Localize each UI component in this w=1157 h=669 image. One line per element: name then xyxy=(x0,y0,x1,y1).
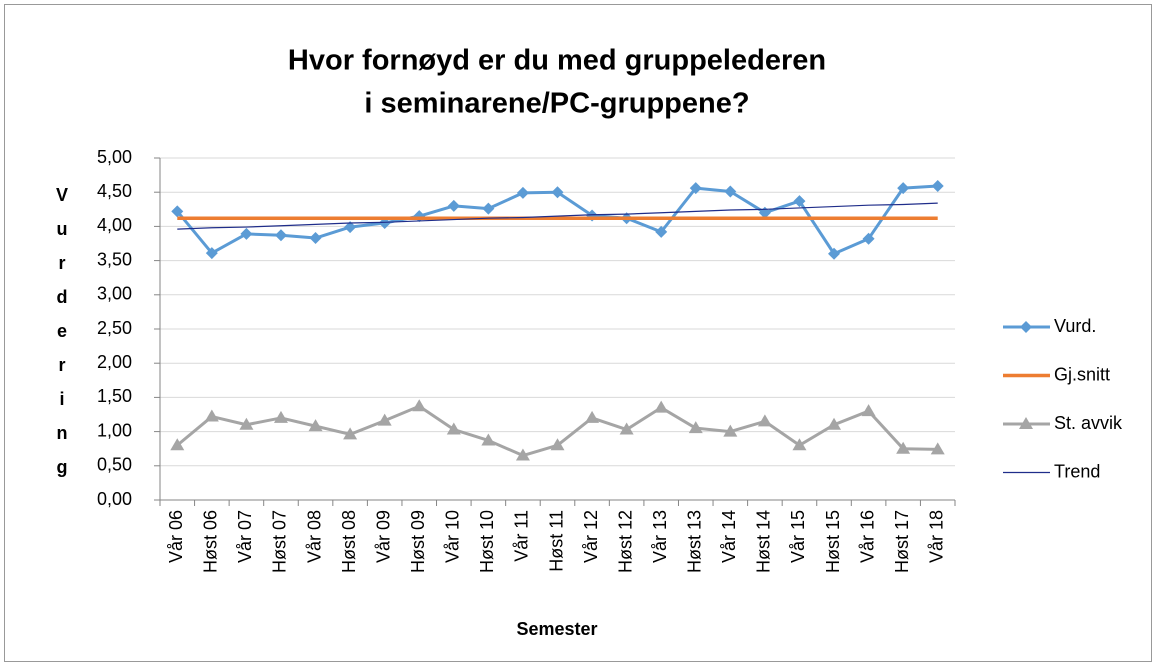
marker xyxy=(861,404,876,417)
x-tick-label: Høst 15 xyxy=(823,510,843,573)
chart-title: i seminarene/PC-gruppene? xyxy=(364,88,749,120)
marker xyxy=(862,232,875,245)
x-tick-label: Vår 09 xyxy=(373,510,393,563)
x-tick-label: Vår 10 xyxy=(443,510,463,563)
marker xyxy=(412,399,427,412)
marker xyxy=(585,410,600,423)
legend-label: St. avvik xyxy=(1054,413,1123,433)
x-tick-label: Vår 13 xyxy=(650,510,670,563)
y-tick-label: 0,50 xyxy=(97,455,132,475)
marker xyxy=(654,400,669,413)
x-tick-label: Vår 12 xyxy=(581,510,601,563)
x-tick-label: Høst 11 xyxy=(546,510,566,572)
chart-border xyxy=(4,4,1152,662)
marker xyxy=(792,438,807,451)
chart-title: Hvor fornøyd er du med gruppelederen xyxy=(288,45,826,77)
marker xyxy=(827,417,842,430)
y-tick-label: 2,50 xyxy=(97,318,132,338)
marker xyxy=(619,422,634,435)
x-tick-label: Høst 12 xyxy=(615,510,635,573)
y-tick-label: 0,00 xyxy=(97,489,132,509)
marker xyxy=(757,414,772,427)
x-tick-label: Høst 07 xyxy=(270,510,290,573)
y-tick-label: 4,50 xyxy=(97,181,132,201)
y-tick-label: 2,00 xyxy=(97,352,132,372)
marker xyxy=(170,438,185,451)
x-tick-label: Høst 06 xyxy=(201,510,221,573)
marker xyxy=(723,424,738,437)
marker xyxy=(343,427,358,440)
x-tick-label: Vår 06 xyxy=(166,510,186,563)
marker xyxy=(516,186,529,199)
marker xyxy=(897,182,910,195)
marker xyxy=(551,186,564,199)
marker xyxy=(205,247,218,260)
marker xyxy=(309,232,322,245)
x-tick-label: Vår 14 xyxy=(719,510,739,563)
marker xyxy=(344,221,357,234)
y-tick-label: 5,00 xyxy=(97,147,132,167)
marker xyxy=(274,229,287,242)
marker xyxy=(239,417,254,430)
x-axis-label: Semester xyxy=(516,619,597,639)
marker xyxy=(896,441,911,454)
marker xyxy=(515,448,530,461)
x-tick-label: Vår 18 xyxy=(926,510,946,563)
x-tick-label: Høst 13 xyxy=(685,510,705,573)
marker xyxy=(481,433,496,446)
x-tick-label: Høst 14 xyxy=(754,510,774,573)
marker xyxy=(689,182,702,195)
marker xyxy=(930,442,945,455)
marker xyxy=(793,195,806,208)
x-tick-label: Vår 07 xyxy=(235,510,255,563)
marker xyxy=(688,421,703,434)
x-tick-label: Vår 15 xyxy=(788,510,808,563)
marker xyxy=(308,419,323,432)
marker xyxy=(1020,321,1032,333)
y-axis-label: Vurdering xyxy=(52,185,72,491)
x-tick-label: Høst 10 xyxy=(477,510,497,573)
y-tick-label: 1,50 xyxy=(97,386,132,406)
marker xyxy=(724,185,737,198)
x-tick-label: Vår 11 xyxy=(512,510,532,562)
series-line xyxy=(177,202,938,230)
marker xyxy=(446,422,461,435)
marker xyxy=(482,202,495,215)
marker xyxy=(931,180,944,193)
x-tick-label: Høst 09 xyxy=(408,510,428,573)
marker xyxy=(1019,417,1033,429)
marker xyxy=(377,413,392,426)
marker xyxy=(273,410,288,423)
y-tick-label: 4,00 xyxy=(97,215,132,235)
marker xyxy=(447,199,460,212)
legend-label: Trend xyxy=(1054,461,1100,481)
y-tick-label: 1,00 xyxy=(97,420,132,440)
marker xyxy=(378,216,391,229)
legend-label: Gj.snitt xyxy=(1054,364,1110,384)
y-tick-label: 3,00 xyxy=(97,284,132,304)
marker xyxy=(655,225,668,238)
y-tick-label: 3,50 xyxy=(97,249,132,269)
marker xyxy=(204,409,219,422)
marker xyxy=(828,247,841,260)
marker xyxy=(240,227,253,240)
marker xyxy=(171,205,184,218)
marker xyxy=(550,438,565,451)
x-tick-label: Høst 08 xyxy=(339,510,359,573)
x-tick-label: Høst 17 xyxy=(892,510,912,573)
x-tick-label: Vår 08 xyxy=(304,510,324,563)
x-tick-label: Vår 16 xyxy=(857,510,877,563)
legend-label: Vurd. xyxy=(1054,316,1096,336)
